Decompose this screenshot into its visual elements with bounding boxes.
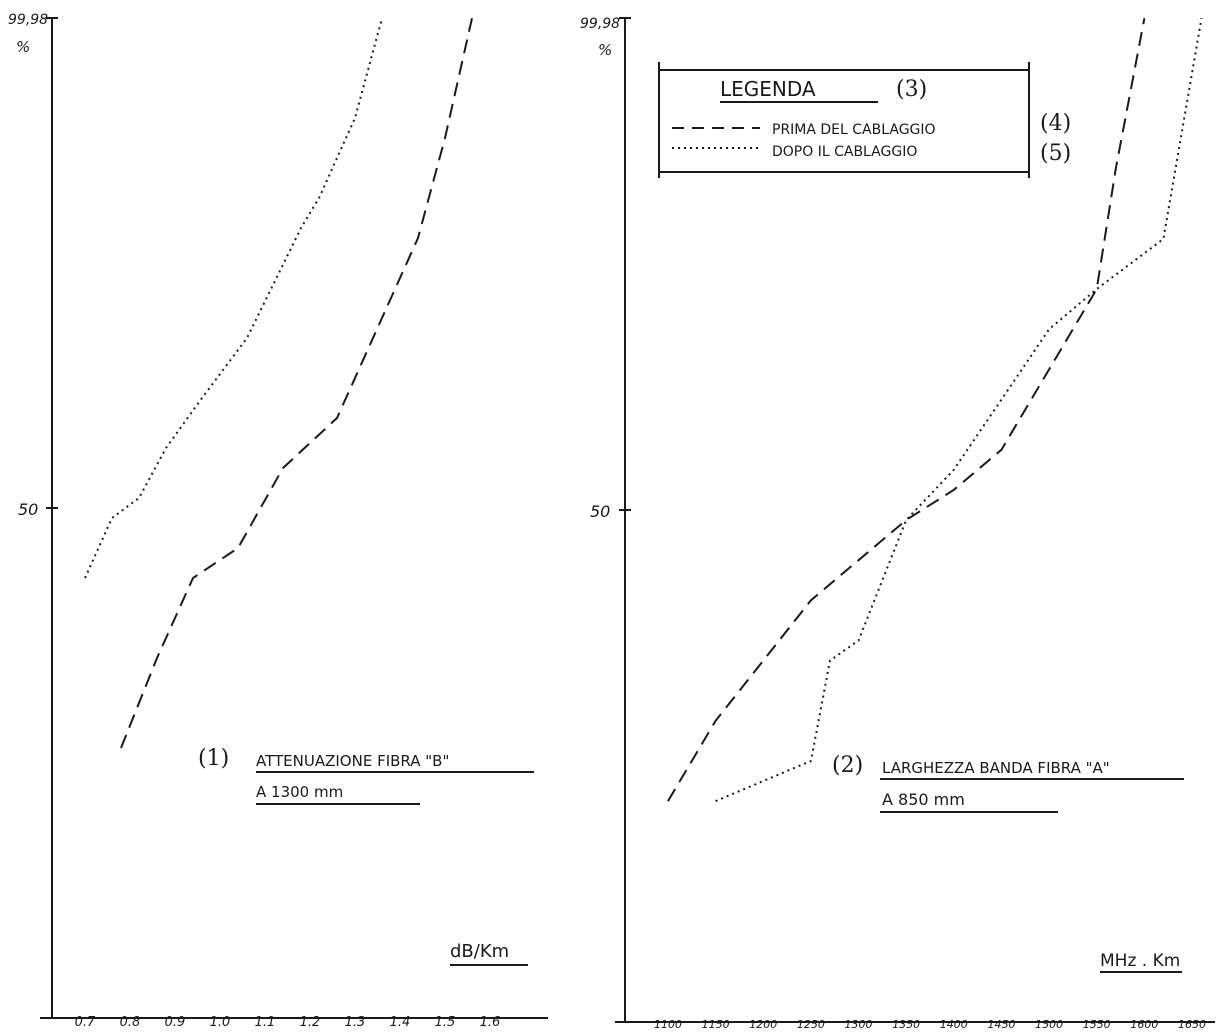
x-tick-labels: 1100 1150 1200 1250 1300 1350 1400 1450 1500 1550… xyxy=(654,1018,1206,1031)
x-tick-label: 1.4 xyxy=(390,1015,411,1030)
x-tick-label: 1300 xyxy=(845,1018,873,1031)
x-tick-label: 0.7 xyxy=(75,1015,96,1030)
unit-label: MHz . Km xyxy=(1100,951,1180,971)
y-mid-label: 50 xyxy=(18,500,38,519)
x-tick-labels: 0.7 0.8 0.9 1.0 1.1 1.2 1.3 1.4 1.5 1.6 xyxy=(75,1015,501,1030)
legend-entry-label: DOPO IL CABLAGGIO xyxy=(772,144,917,160)
x-tick-label: 0.9 xyxy=(165,1015,186,1030)
y-top-unit: % xyxy=(16,38,30,56)
y-top-unit: % xyxy=(598,41,612,59)
chart-title-line1: LARGHEZZA BANDA FIBRA "A" xyxy=(882,759,1110,777)
y-top-label: 99,98 xyxy=(580,16,620,32)
x-tick-label: 1350 xyxy=(892,1018,920,1031)
series-dashed-line xyxy=(667,18,1146,802)
x-tick-label: 1.2 xyxy=(300,1015,321,1030)
x-tick-label: 1200 xyxy=(749,1018,777,1031)
chart-title-line1: ATTENUAZIONE FIBRA "B" xyxy=(256,752,449,770)
x-tick-label: 0.8 xyxy=(120,1015,141,1030)
chart-title-line2: A 850 mm xyxy=(882,790,965,809)
legend-title-number: (3) xyxy=(896,77,927,102)
x-tick-label: 1650 xyxy=(1178,1018,1206,1031)
series-dotted-line xyxy=(84,17,383,579)
legend-title: LEGENDA xyxy=(720,77,816,101)
x-tick-label: 1.5 xyxy=(435,1015,456,1030)
x-tick-label: 1150 xyxy=(702,1018,730,1031)
chart-attenuation: 99,98 % 50 0.7 0.8 0.9 1.0 1.1 1.2 1.3 1.4 1.5 1.… xyxy=(8,12,548,1030)
x-tick-label: 1450 xyxy=(988,1018,1016,1031)
x-tick-label: 1600 xyxy=(1130,1018,1158,1031)
series-dashed-line xyxy=(120,17,473,749)
x-tick-label: 1.6 xyxy=(480,1015,501,1030)
x-tick-label: 1.0 xyxy=(210,1015,231,1030)
x-tick-label: 1.3 xyxy=(345,1015,366,1030)
annotation-number: (2) xyxy=(832,753,863,778)
series-dotted-line xyxy=(715,18,1203,803)
legend-entry-number: (5) xyxy=(1040,141,1071,166)
legend: LEGENDA (3) PRIMA DEL CABLAGGIO (4) DOPO… xyxy=(658,62,1071,178)
annotation-number: (1) xyxy=(198,746,229,771)
legend-entry-label: PRIMA DEL CABLAGGIO xyxy=(772,122,936,138)
legend-entry-number: (4) xyxy=(1040,111,1071,136)
chart-title-line2: A 1300 mm xyxy=(256,783,343,801)
y-mid-label: 50 xyxy=(590,502,610,521)
x-tick-label: 1550 xyxy=(1083,1018,1111,1031)
x-tick-label: 1100 xyxy=(654,1018,682,1031)
x-tick-label: 1400 xyxy=(940,1018,968,1031)
x-tick-label: 1.1 xyxy=(255,1015,276,1030)
unit-label: dB/Km xyxy=(450,941,509,962)
y-top-label: 99,98 xyxy=(8,12,48,28)
x-tick-label: 1500 xyxy=(1035,1018,1063,1031)
x-tick-label: 1250 xyxy=(797,1018,825,1031)
chart-bandwidth: 99,98 % 50 1100 1150 1200 1250 1300 1350 1400 1… xyxy=(580,16,1215,1031)
